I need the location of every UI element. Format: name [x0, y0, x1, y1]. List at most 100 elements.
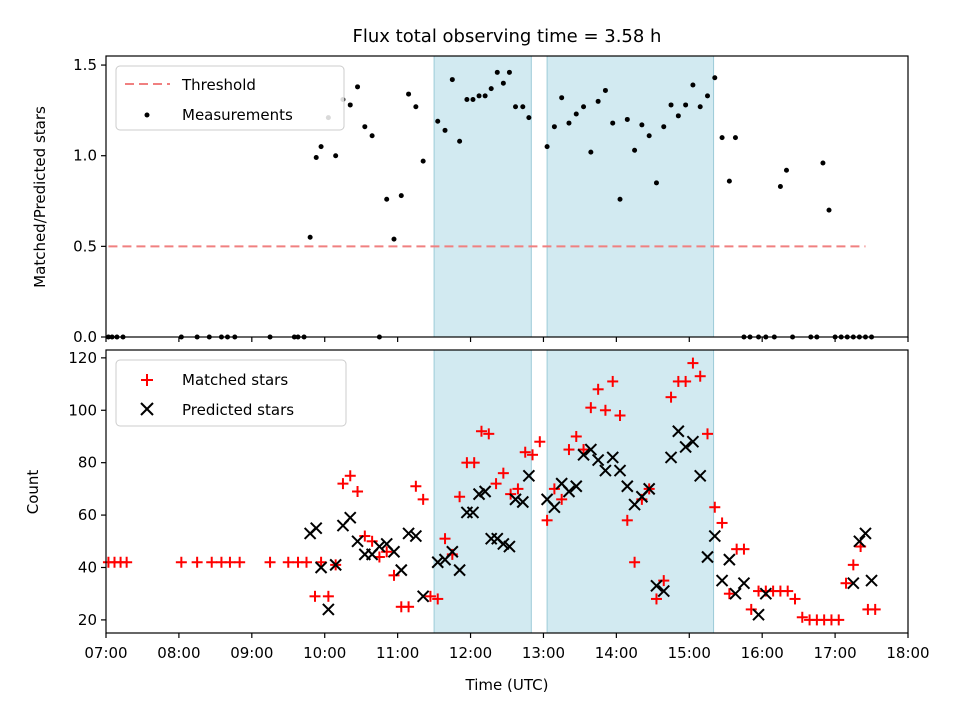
measurement-point [347, 102, 353, 108]
bottom-y-ticks: 20 40 60 80 100 120 [68, 349, 106, 629]
matched-star-point [301, 556, 312, 568]
matched-star-point [121, 556, 133, 568]
predicted-star-point [686, 435, 700, 448]
top-legend: Threshold Measurements [115, 65, 345, 131]
matched-star-point [191, 556, 203, 568]
measurement-point [526, 115, 532, 121]
matched-star-point [745, 603, 757, 615]
measurement-point [683, 102, 689, 108]
measurement-point [449, 77, 455, 83]
matched-star-point [432, 593, 444, 605]
x-tick-label: 11:00 [376, 644, 419, 662]
predicted-star-point [402, 527, 415, 540]
predicted-star-point [657, 584, 670, 598]
predicted-star-point [548, 501, 561, 514]
predicted-star-point [409, 529, 423, 543]
top-y-tick-label: 0.0 [73, 328, 97, 346]
x-tick-label: 12:00 [449, 644, 492, 662]
predicted-star-point [865, 574, 878, 587]
predicted-star-point [847, 577, 860, 590]
legend-predicted-label: Predicted stars [182, 401, 294, 419]
predicted-star-point [503, 540, 516, 553]
bottom-span-1 [546, 349, 715, 634]
measurement-point [820, 160, 826, 166]
predicted-star-point [606, 451, 619, 464]
predicted-star-point [694, 469, 707, 482]
bottom-panel: 20 40 60 80 100 120 07:00 08:00 09:00 10:00 11:00… [24, 349, 930, 694]
predicted-star-point [478, 485, 492, 498]
measurement-point [826, 207, 832, 213]
matched-star-point [599, 404, 611, 416]
predicted-star-point [613, 464, 627, 477]
x-tick-label: 10:00 [303, 644, 346, 662]
matched-star-point [840, 577, 852, 589]
predicted-star-point [591, 453, 605, 467]
measurement-point [544, 144, 550, 150]
measurement-point [442, 127, 448, 133]
matched-star-point [403, 601, 415, 613]
predicted-star-point [577, 448, 590, 462]
matched-star-point [381, 546, 393, 558]
predicted-star-point [395, 563, 408, 577]
bottom-y-tick-label: 20 [78, 611, 97, 629]
legend-measurements-label: Measurements [182, 106, 293, 124]
matched-star-point [847, 559, 859, 571]
top-plot-frame [105, 55, 909, 338]
matched-star-point [709, 501, 721, 513]
matched-star-point [680, 375, 692, 387]
predicted-star-point [453, 563, 466, 577]
measurement-point [610, 120, 616, 126]
matched-star-point [468, 457, 480, 469]
predicted-stars-points [303, 425, 878, 621]
matched-star-point [388, 569, 400, 581]
matched-star-point [234, 556, 246, 568]
top-span-0 [433, 55, 532, 338]
measurement-point [482, 93, 488, 99]
matched-stars-points [102, 357, 881, 626]
predicted-star-point [516, 495, 530, 509]
measurement-point [413, 104, 419, 110]
predicted-star-point [759, 587, 773, 600]
matched-star-point [344, 470, 356, 482]
matched-star-point [206, 556, 218, 568]
matched-star-point [454, 491, 466, 503]
predicted-star-point [650, 579, 663, 593]
matched-star-point [621, 514, 633, 526]
measurement-point [573, 111, 579, 117]
predicted-star-point [708, 529, 721, 543]
legend-predicted-swatch [140, 402, 154, 416]
bottom-legend-box [115, 359, 347, 427]
bottom-y-tick-label: 100 [68, 401, 97, 419]
measurement-point [362, 124, 368, 130]
x-tick-label: 18:00 [886, 644, 929, 662]
measurement-point [559, 95, 565, 101]
bottom-y-tick-label: 120 [68, 349, 97, 367]
matched-star-point [592, 383, 604, 395]
x-tick-label: 15:00 [668, 644, 711, 662]
matched-star-point [282, 556, 294, 568]
predicted-star-point [562, 485, 576, 498]
matched-star-point [629, 556, 641, 568]
predicted-star-point [853, 535, 866, 548]
matched-star-point [359, 530, 371, 542]
legend-threshold-label: Threshold [181, 76, 256, 94]
matched-star-point [264, 556, 276, 568]
matched-star-point [665, 391, 677, 403]
predicted-star-point [723, 553, 736, 566]
bottom-legend: Matched stars Predicted stars [115, 359, 347, 427]
x-tick-label: 16:00 [741, 644, 784, 662]
measurement-point [464, 97, 470, 103]
matched-star-point [556, 493, 568, 505]
measurement-point [639, 122, 645, 128]
measurement-point [668, 102, 674, 108]
bottom-y-tick-label: 60 [78, 506, 97, 524]
predicted-star-point [431, 556, 444, 569]
measurement-point [726, 178, 732, 184]
matched-star-point [541, 514, 553, 526]
top-y-ticks: 0.0 0.5 1.0 1.5 [73, 56, 106, 346]
predicted-star-point [752, 608, 765, 621]
predicted-star-point [314, 561, 328, 574]
matched-star-point [869, 603, 881, 615]
measurement-point [653, 180, 659, 186]
